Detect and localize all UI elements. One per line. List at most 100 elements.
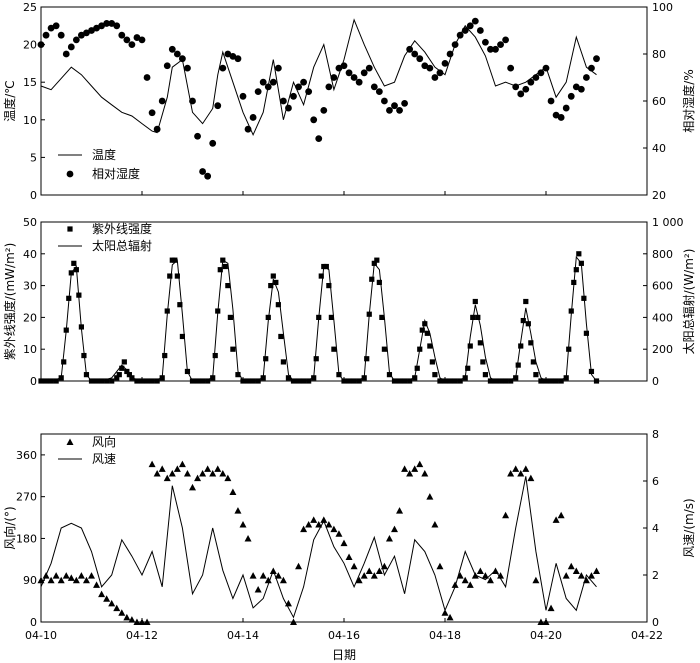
data-point [396, 507, 404, 514]
data-point [189, 483, 196, 491]
data-point [138, 618, 146, 625]
data-point [323, 263, 329, 270]
data-point [470, 314, 476, 320]
data-point [264, 83, 272, 91]
data-point [522, 85, 530, 93]
data-point [263, 356, 269, 362]
data-point [320, 516, 328, 523]
x-tick-label: 04-10 [25, 629, 57, 642]
data-point [422, 321, 428, 327]
data-point [330, 74, 338, 81]
data-point [593, 567, 600, 574]
data-point [113, 22, 121, 30]
data-point [391, 525, 398, 533]
data-point [523, 298, 529, 305]
data-point [259, 572, 267, 579]
data-point [119, 365, 125, 371]
data-point [517, 90, 525, 98]
data-point [446, 613, 454, 621]
data-point [507, 64, 515, 72]
data-point [520, 317, 526, 324]
legend-marker-swatch [67, 226, 73, 232]
data-point [355, 78, 363, 86]
data-point [350, 562, 358, 570]
data-point [93, 581, 101, 588]
data-point [350, 74, 358, 81]
data-point [37, 41, 45, 48]
x-tick-label: 04-18 [429, 629, 461, 642]
y-right-axis-label: 风速/(m/s) [682, 498, 696, 557]
data-point [61, 359, 67, 365]
y-right-axis-label: 太阳总辐射/(W/m²) [681, 249, 696, 355]
y-left-tick-label: 40 [23, 248, 37, 261]
y-left-axis-label: 温度/℃ [2, 80, 17, 122]
data-point [552, 111, 560, 119]
data-point [273, 279, 279, 286]
data-point [421, 62, 429, 70]
data-point [360, 69, 368, 77]
data-point [235, 372, 241, 378]
y-right-tick-label: 4 [652, 522, 659, 535]
data-point [219, 469, 227, 477]
data-point [507, 469, 515, 477]
data-point [557, 114, 565, 121]
data-point [103, 595, 111, 602]
data-point [542, 64, 550, 72]
data-point [78, 31, 85, 39]
data-point [497, 572, 505, 579]
data-point [275, 302, 281, 308]
data-point [522, 465, 530, 472]
data-point [527, 78, 535, 86]
y-left-tick-label: 0 [30, 375, 37, 388]
data-point [225, 283, 231, 289]
data-point [475, 314, 481, 320]
y-left-tick-label: 10 [23, 343, 37, 356]
data-point [259, 78, 267, 86]
data-point [310, 116, 318, 124]
x-tick-label: 04-20 [530, 629, 562, 642]
data-point [103, 20, 111, 27]
data-point [446, 50, 454, 58]
data-point [345, 553, 353, 561]
data-point [576, 251, 582, 257]
data-point [254, 88, 262, 95]
data-point [497, 41, 504, 48]
data-point [57, 31, 65, 39]
data-point [179, 333, 185, 340]
legend-label: 相对湿度 [92, 166, 140, 181]
y-left-tick-label: 20 [23, 311, 37, 324]
y-left-tick-label: 270 [16, 491, 37, 504]
data-point [320, 107, 328, 114]
y-right-axis-label: 相对湿度/% [681, 69, 696, 132]
y-right-tick-label: 100 [652, 1, 673, 14]
y-left-tick-label: 25 [23, 1, 37, 14]
data-point [204, 172, 212, 180]
data-point [583, 330, 589, 336]
data-point [587, 572, 595, 579]
data-point [335, 530, 343, 537]
data-point [222, 263, 228, 270]
data-point [360, 572, 368, 579]
data-point [330, 525, 338, 533]
data-point [476, 567, 484, 574]
series-line [41, 255, 597, 382]
data-point [419, 327, 425, 333]
data-point [279, 576, 287, 584]
y-left-tick-label: 15 [23, 76, 37, 89]
data-point [340, 62, 348, 70]
data-point [466, 581, 474, 588]
data-point [407, 378, 413, 384]
data-point [204, 465, 212, 472]
data-point [128, 616, 136, 623]
data-point [274, 572, 282, 579]
legend-marker-swatch [66, 438, 74, 445]
data-point [364, 356, 370, 362]
legend-label: 风向 [92, 434, 116, 449]
data-point [427, 343, 433, 349]
data-point [254, 586, 262, 593]
data-point [552, 516, 560, 523]
data-point [214, 102, 222, 110]
data-point [123, 613, 131, 621]
data-point [116, 372, 122, 378]
y-right-tick-label: 8 [652, 428, 659, 441]
